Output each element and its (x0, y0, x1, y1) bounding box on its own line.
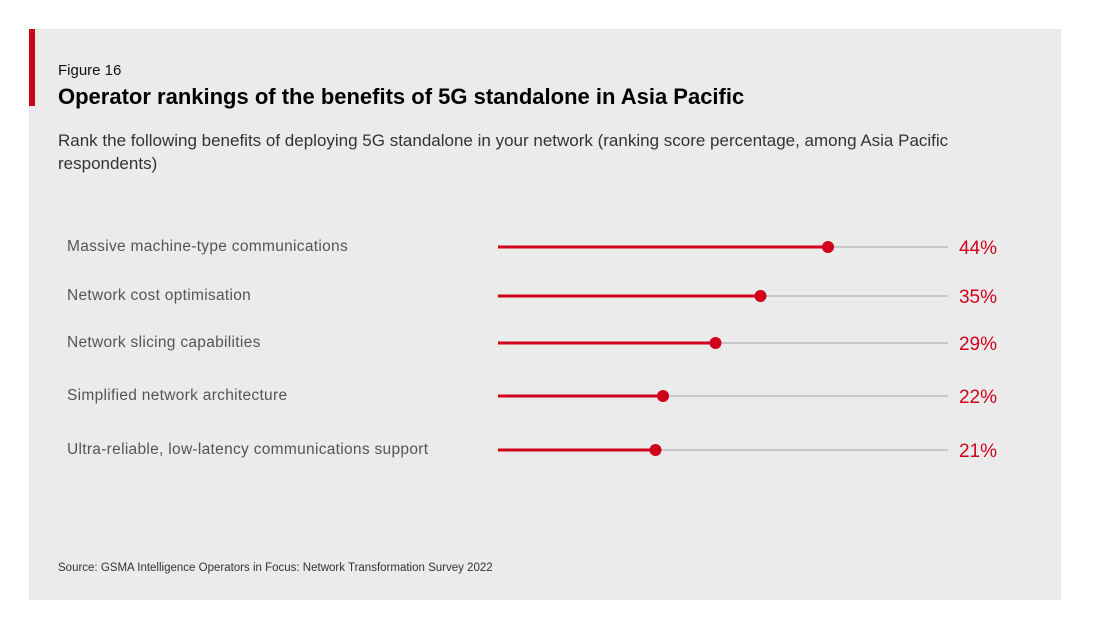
category-label: Ultra-reliable, low-latency communicatio… (67, 441, 429, 458)
category-label: Network slicing capabilities (67, 334, 261, 351)
value-dot (657, 390, 669, 402)
value-label: 44% (959, 238, 997, 259)
value-label: 29% (959, 334, 997, 355)
value-label: 35% (959, 287, 997, 308)
value-dot (709, 337, 722, 349)
value-dot (754, 290, 767, 302)
value-label: 21% (959, 441, 997, 462)
value-dot (822, 241, 834, 253)
figure-label: Figure 16 (58, 62, 122, 79)
category-label: Simplified network architecture (67, 387, 287, 404)
chart-title: Operator rankings of the benefits of 5G … (58, 84, 745, 109)
category-label: Network cost optimisation (67, 287, 251, 304)
value-label: 22% (959, 387, 997, 408)
value-dot (649, 444, 662, 456)
source-note: Source: GSMA Intelligence Operators in F… (58, 562, 493, 574)
chart-subtitle: Rank the following benefits of deploying… (58, 131, 949, 173)
accent-bar (29, 29, 35, 106)
category-label: Massive machine-type communications (67, 238, 348, 255)
figure-panel (29, 29, 1061, 600)
